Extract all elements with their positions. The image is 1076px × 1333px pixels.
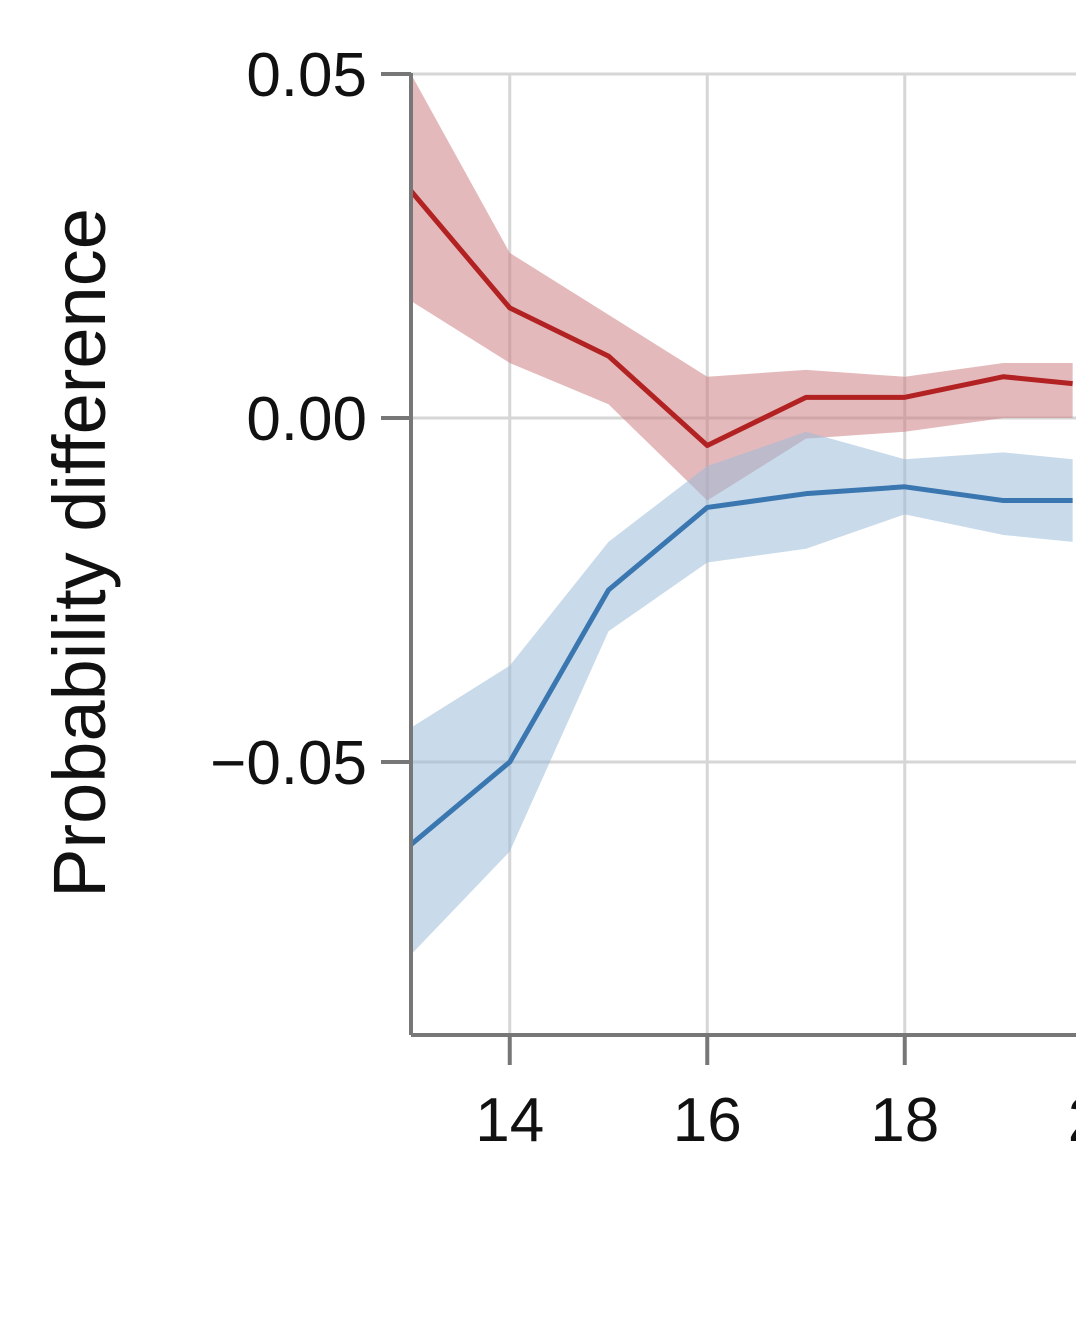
y-axis-title: Probability difference [38, 208, 121, 898]
y-tick-label: 0.00 [246, 385, 367, 454]
x-tick-label: 14 [475, 1086, 544, 1155]
axes [381, 72, 1076, 1065]
series-1-line [409, 189, 1073, 449]
series-2-line [409, 484, 1073, 847]
series-1-band [411, 74, 1073, 501]
tick-labels: 0.05 0.00 −0.05 14 16 18 20 [210, 41, 1076, 1155]
y-tick-label: 0.05 [246, 41, 367, 110]
series-2-band [411, 431, 1073, 955]
confidence-bands [411, 74, 1073, 955]
x-tick-label: 16 [673, 1086, 742, 1155]
y-tick-label: −0.05 [210, 729, 367, 798]
x-tick-label: 18 [870, 1086, 939, 1155]
x-tick-label: 20 [1068, 1086, 1076, 1155]
series-lines [409, 189, 1073, 847]
